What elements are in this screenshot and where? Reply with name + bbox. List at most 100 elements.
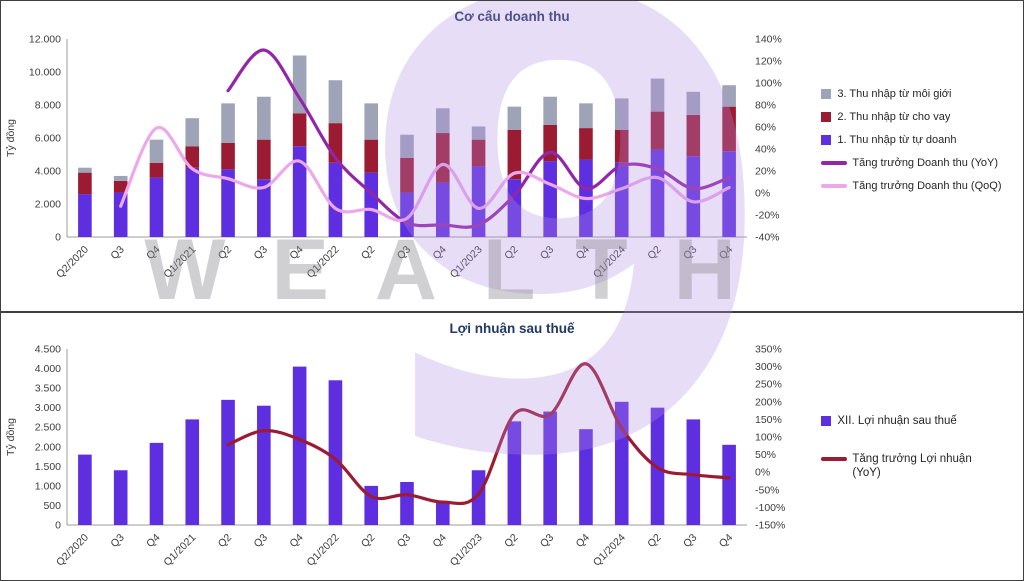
bar-segment bbox=[149, 177, 164, 237]
legend-item: Tăng trưởng Doanh thu (YoY) bbox=[821, 156, 1023, 170]
bar-segment bbox=[292, 55, 307, 114]
bar-segment bbox=[149, 139, 164, 163]
bar-segment bbox=[614, 129, 629, 163]
bar-segment bbox=[543, 96, 557, 125]
x-tick-label: Q4 bbox=[574, 532, 593, 551]
y-right-tick-label: 150% bbox=[755, 414, 782, 426]
bar-segment bbox=[400, 134, 414, 158]
legend-line-swatch-icon bbox=[821, 161, 848, 165]
bar-segment bbox=[257, 405, 271, 525]
bar-segment bbox=[257, 139, 271, 180]
y-right-tick-label: 140% bbox=[755, 34, 782, 46]
bar-segment bbox=[722, 444, 736, 525]
y-left-tick-label: 0 bbox=[55, 232, 61, 244]
x-tick-label: Q4 bbox=[287, 244, 306, 263]
legend-item: 3. Thu nhập từ môi giới bbox=[821, 87, 1023, 101]
trend-line bbox=[226, 48, 731, 229]
y-left-tick-label: 1.000 bbox=[35, 480, 61, 492]
bar-segment bbox=[221, 399, 235, 525]
bar-segment bbox=[686, 114, 701, 157]
bar-segment bbox=[149, 442, 164, 525]
bar-segment bbox=[400, 157, 414, 193]
bar-segment bbox=[400, 192, 414, 237]
y-right-tick-label: 120% bbox=[755, 56, 782, 68]
x-tick-label: Q3 bbox=[395, 532, 414, 551]
bar-segment bbox=[686, 91, 701, 115]
x-tick-label: Q1/2024 bbox=[591, 532, 628, 569]
bar-segment bbox=[471, 470, 486, 525]
legend-item: Tăng trưởng Doanh thu (QoQ) bbox=[821, 179, 1023, 193]
bar-segment bbox=[471, 139, 486, 167]
y-right-tick-label: 0% bbox=[755, 467, 770, 479]
y-axis-title: Tỷ đồng bbox=[5, 119, 17, 157]
x-tick-label: Q4 bbox=[574, 244, 593, 263]
y-right-tick-label: 200% bbox=[755, 396, 782, 408]
bar-segment bbox=[507, 106, 522, 130]
bar-segment bbox=[78, 172, 92, 195]
bar-segment bbox=[113, 192, 128, 237]
y-right-tick-label: 100% bbox=[755, 432, 782, 444]
bar-segment bbox=[364, 172, 379, 237]
legend-color-swatch-icon bbox=[821, 89, 832, 99]
x-tick-label: Q2 bbox=[216, 244, 235, 263]
y-left-tick-label: 12.000 bbox=[29, 34, 61, 46]
revenue-chart-panel: Cơ cấu doanh thu 0 2.000 4.000 6.000 8.000 10… bbox=[1, 8, 1023, 311]
y-right-tick-label: 60% bbox=[755, 122, 776, 134]
revenue-chart-title: Cơ cấu doanh thu bbox=[454, 9, 570, 24]
x-tick-label: Q3 bbox=[252, 532, 271, 551]
bar-segment bbox=[257, 96, 271, 140]
bar-segment bbox=[185, 419, 200, 525]
profit-chart-row: 0 500 1.000 1.500 2.000 2.500 3.000 3.500 4.000 4… bbox=[1, 337, 1023, 580]
x-tick-label: Q3 bbox=[108, 532, 127, 551]
y-left-tick-label: 4.500 bbox=[35, 344, 61, 356]
bar-segment bbox=[435, 501, 450, 525]
y-right-tick-label: 40% bbox=[755, 144, 776, 156]
legend-item: XII. Lợi nhuận sau thuế bbox=[821, 414, 1001, 428]
profit-chart-title: Lợi nhuận sau thuế bbox=[449, 321, 575, 336]
y-right-tick-label: 50% bbox=[755, 449, 776, 461]
bar-segment bbox=[435, 182, 450, 237]
legend-color-swatch-icon bbox=[821, 416, 832, 426]
y-left-tick-label: 1.500 bbox=[35, 461, 61, 473]
trend-line bbox=[226, 362, 731, 506]
bar-segment bbox=[328, 162, 343, 237]
bar-segment bbox=[507, 421, 522, 525]
x-tick-label: Q2 bbox=[645, 532, 664, 551]
bar-segment bbox=[686, 156, 701, 237]
y-left-tick-label: 3.500 bbox=[35, 383, 61, 395]
legend-label: 3. Thu nhập từ môi giới bbox=[837, 88, 952, 100]
x-tick-label: Q4 bbox=[717, 532, 736, 551]
legend-line-swatch-icon bbox=[821, 457, 848, 461]
revenue-chart-row: 0 2.000 4.000 6.000 8.000 10.000 12.000 -40% -20… bbox=[1, 25, 1023, 295]
bar-segment bbox=[543, 161, 557, 237]
y-right-tick-label: 250% bbox=[755, 379, 782, 391]
legend-color-swatch-icon bbox=[821, 135, 832, 145]
y-left-tick-label: 6.000 bbox=[35, 133, 61, 145]
profit-chart-legend: XII. Lợi nhuận sau thuế Tăng trưởng Lợi n… bbox=[811, 337, 1023, 580]
x-tick-label: Q1/2022 bbox=[305, 532, 342, 569]
bar-segment bbox=[328, 80, 343, 124]
x-tick-label: Q2 bbox=[216, 532, 235, 551]
x-tick-label: Q3 bbox=[252, 244, 271, 263]
x-tick-label: Q4 bbox=[144, 532, 163, 551]
bar-segment bbox=[292, 146, 307, 237]
legend-label: XII. Lợi nhuận sau thuế bbox=[837, 415, 957, 427]
bar-segment bbox=[686, 419, 701, 525]
x-tick-label: Q1/2024 bbox=[591, 244, 628, 281]
x-tick-label: Q2 bbox=[502, 244, 521, 263]
y-left-tick-label: 0 bbox=[55, 520, 61, 532]
x-tick-label: Q3 bbox=[538, 532, 557, 551]
bar-segment bbox=[507, 129, 522, 180]
x-tick-label: Q2 bbox=[359, 244, 378, 263]
bar-segment bbox=[543, 411, 557, 525]
y-left-tick-label: 2.000 bbox=[35, 199, 61, 211]
y-right-tick-label: 80% bbox=[755, 100, 776, 112]
bar-segment bbox=[257, 179, 271, 237]
x-tick-label: Q4 bbox=[287, 532, 306, 551]
y-left-tick-label: 10.000 bbox=[29, 67, 61, 79]
bar-segment bbox=[113, 175, 128, 181]
bar-segment bbox=[221, 103, 235, 143]
bar-segment bbox=[185, 146, 200, 168]
x-tick-label: Q2/2020 bbox=[54, 244, 91, 281]
